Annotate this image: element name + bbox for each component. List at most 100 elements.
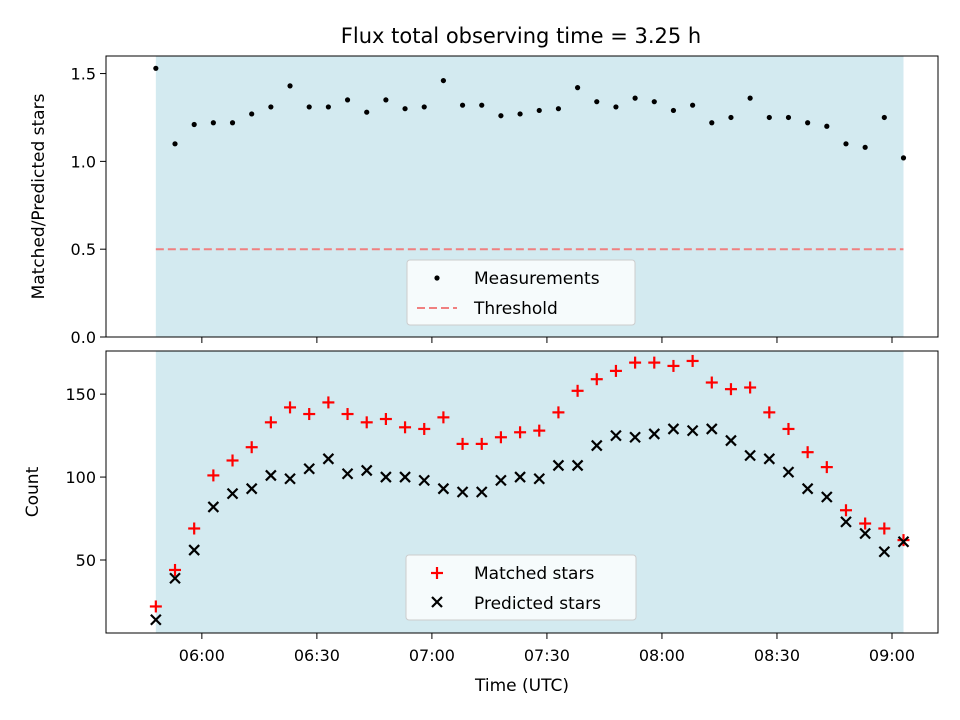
measurement-point xyxy=(862,144,868,150)
matched-star-point xyxy=(437,411,450,424)
legend-matched-label: Matched stars xyxy=(474,564,594,584)
top-ytick-label: 0.5 xyxy=(71,240,96,259)
matched-star-point xyxy=(686,354,699,367)
measurement-point xyxy=(517,111,523,117)
bottom-legend: Matched stars Predicted stars xyxy=(405,554,637,621)
predicted-star-point xyxy=(169,572,181,585)
top-ytick-label: 1.0 xyxy=(71,152,96,171)
matched-star-point xyxy=(475,437,488,450)
measurement-point xyxy=(229,120,236,126)
predicted-star-point xyxy=(667,423,680,435)
measurement-point xyxy=(824,123,830,129)
measurement-point xyxy=(191,121,197,128)
predicted-star-point xyxy=(360,464,373,477)
predicted-star-point xyxy=(265,469,277,482)
top-y-axis-label: Matched/Predicted stars xyxy=(29,93,49,299)
x-axis-label: Time (UTC) xyxy=(474,676,569,696)
measurement-point xyxy=(479,102,485,108)
measurement-point xyxy=(574,85,581,91)
matched-star-point xyxy=(897,534,910,547)
xtick-label: 07:30 xyxy=(524,646,570,665)
predicted-star-point xyxy=(188,544,200,556)
predicted-star-point xyxy=(437,482,450,495)
predicted-star-point xyxy=(475,486,488,498)
predicted-star-point xyxy=(207,501,220,513)
matched-star-point xyxy=(801,446,814,459)
predicted-star-point xyxy=(418,474,431,487)
predicted-star-point xyxy=(284,472,296,485)
predicted-star-point xyxy=(610,429,622,442)
matched-star-point xyxy=(590,373,603,386)
measurement-point xyxy=(709,120,715,126)
measurement-point xyxy=(632,95,638,101)
matched-star-point xyxy=(303,408,316,421)
matched-star-point xyxy=(399,421,412,434)
xtick-label: 08:30 xyxy=(754,646,800,665)
measurement-point xyxy=(690,102,696,108)
measurement-point xyxy=(325,104,331,110)
matched-star-point xyxy=(494,431,507,444)
predicted-star-point xyxy=(744,449,756,462)
predicted-star-point xyxy=(590,439,603,452)
matched-star-point xyxy=(456,437,469,450)
measurement-point xyxy=(287,83,293,89)
predicted-star-point xyxy=(629,431,641,444)
matched-star-point xyxy=(207,469,220,482)
measurement-point xyxy=(881,114,887,121)
measurement-point xyxy=(766,114,772,121)
predicted-star-point xyxy=(840,516,852,528)
predicted-star-point xyxy=(322,453,335,465)
measurement-point xyxy=(153,65,159,71)
matched-star-point xyxy=(169,563,182,576)
matched-star-point xyxy=(226,454,239,467)
predicted-star-point xyxy=(897,535,910,548)
matched-star-point xyxy=(820,461,833,474)
xtick-label: 08:00 xyxy=(639,646,685,665)
matched-star-point xyxy=(724,383,737,396)
matched-star-point xyxy=(571,384,584,397)
matched-star-point xyxy=(763,406,776,419)
predicted-star-point xyxy=(514,471,526,483)
matched-star-point xyxy=(839,504,852,517)
matched-star-point xyxy=(878,522,891,535)
matched-star-point xyxy=(782,422,795,435)
measurement-point xyxy=(440,77,447,84)
chart-title: Flux total observing time = 3.25 h xyxy=(341,24,701,48)
predicted-star-point xyxy=(226,487,239,500)
predicted-star-point xyxy=(878,545,891,558)
bottom-ytick-label: 50 xyxy=(76,551,96,570)
measurement-point xyxy=(843,141,849,147)
legend-matched-marker xyxy=(431,567,443,579)
top-legend-box xyxy=(406,259,636,326)
matched-star-point xyxy=(705,376,718,389)
predicted-star-point xyxy=(150,613,162,626)
top-ytick-label: 1.5 xyxy=(71,65,96,84)
predicted-stars-points xyxy=(150,423,910,626)
measurement-point xyxy=(402,106,408,112)
measurement-point xyxy=(210,120,216,126)
top-ytick-label: 0.0 xyxy=(71,328,96,347)
xtick-label: 07:00 xyxy=(409,646,455,665)
predicted-star-point xyxy=(303,462,315,475)
measurement-point xyxy=(459,102,466,108)
measurement-point xyxy=(383,97,389,103)
predicted-star-point xyxy=(782,466,795,478)
measurement-point xyxy=(613,104,619,110)
predicted-star-point xyxy=(686,424,699,437)
predicted-star-point xyxy=(533,472,546,485)
measurement-point xyxy=(785,114,792,121)
matched-star-point xyxy=(360,416,373,429)
predicted-star-point xyxy=(341,467,354,480)
predicted-star-point xyxy=(821,491,833,503)
top-legend: Measurements Threshold xyxy=(406,259,636,326)
bottom-axis-ticks: 50 100 150 06:00 06:30 07:00 07:30 08:00 08:30 09… xyxy=(65,385,915,665)
bottom-ytick-label: 100 xyxy=(65,468,96,487)
predicted-star-point xyxy=(763,453,776,465)
predicted-star-point xyxy=(399,471,411,483)
measurement-points xyxy=(153,65,907,161)
matched-star-point xyxy=(859,517,872,530)
measurement-point xyxy=(172,141,178,147)
predicted-star-point xyxy=(380,471,392,483)
matched-star-point xyxy=(648,356,661,369)
predicted-star-point xyxy=(571,459,584,472)
